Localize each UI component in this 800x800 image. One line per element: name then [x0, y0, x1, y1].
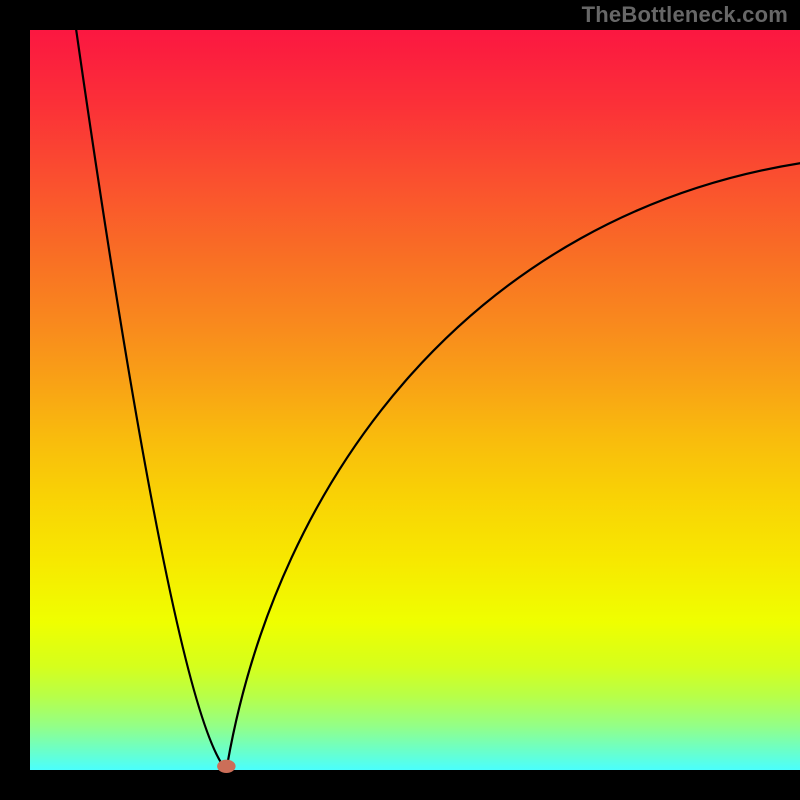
- watermark-label: TheBottleneck.com: [582, 2, 788, 28]
- plot-background: [30, 30, 800, 770]
- bottleneck-chart: [0, 0, 800, 800]
- chart-container: TheBottleneck.com: [0, 0, 800, 800]
- minimum-marker: [217, 760, 235, 773]
